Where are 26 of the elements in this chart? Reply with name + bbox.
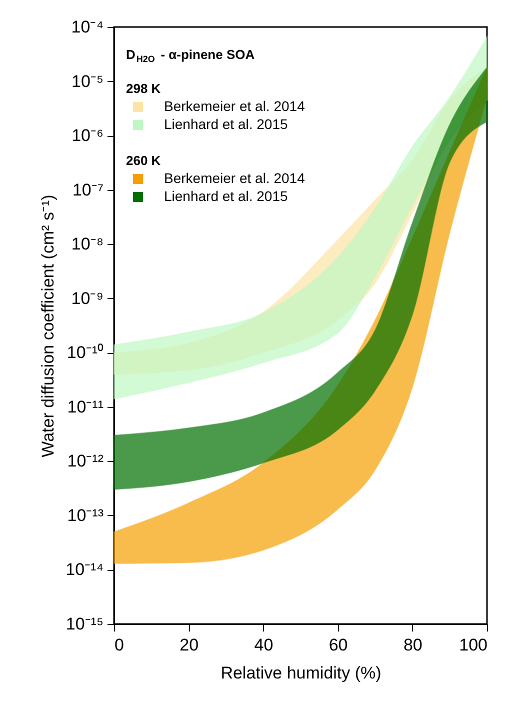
legend-label: Lienhard et al. 2015 <box>164 188 288 204</box>
y-tick-label: 10⁻⁶ <box>72 126 104 146</box>
y-tick-label: 10⁻¹¹ <box>67 397 104 416</box>
x-tick-label: 40 <box>254 636 274 654</box>
legend-label: Berkemeier et al. 2014 <box>164 170 306 186</box>
y-tick-label: 10⁻¹⁰ <box>66 343 104 362</box>
y-tick-label: 10⁻¹³ <box>67 506 104 525</box>
y-axis-title: Water diffusion coefficient (cm² s⁻¹) <box>38 194 58 458</box>
y-tick-label: 10⁻¹² <box>67 452 104 471</box>
x-tick-label: 20 <box>180 636 199 654</box>
y-tick-label: 10⁻⁵ <box>72 72 104 91</box>
annotation: 260 K <box>126 153 162 168</box>
y-tick-label: 10⁻⁴ <box>71 18 104 36</box>
legend-label: Berkemeier et al. 2014 <box>164 98 306 114</box>
y-tick-label: 10⁻¹⁴ <box>66 560 104 580</box>
x-axis-title: Relative humidity (%) <box>220 664 382 682</box>
y-tick-label: 10⁻⁸ <box>71 234 104 254</box>
x-tick-label: 0 <box>114 636 124 654</box>
y-tick-label: 10⁻⁷ <box>72 180 104 200</box>
y-tick-label: 10⁻⁹ <box>71 288 104 308</box>
legend-label: Lienhard et al. 2015 <box>164 116 288 132</box>
x-tick-label: 60 <box>328 636 348 654</box>
annotation: 298 K <box>126 81 162 96</box>
x-tick-label: 100 <box>459 636 488 654</box>
x-tick-label: 80 <box>403 636 422 654</box>
y-tick-label: 10⁻¹⁵ <box>66 614 104 634</box>
